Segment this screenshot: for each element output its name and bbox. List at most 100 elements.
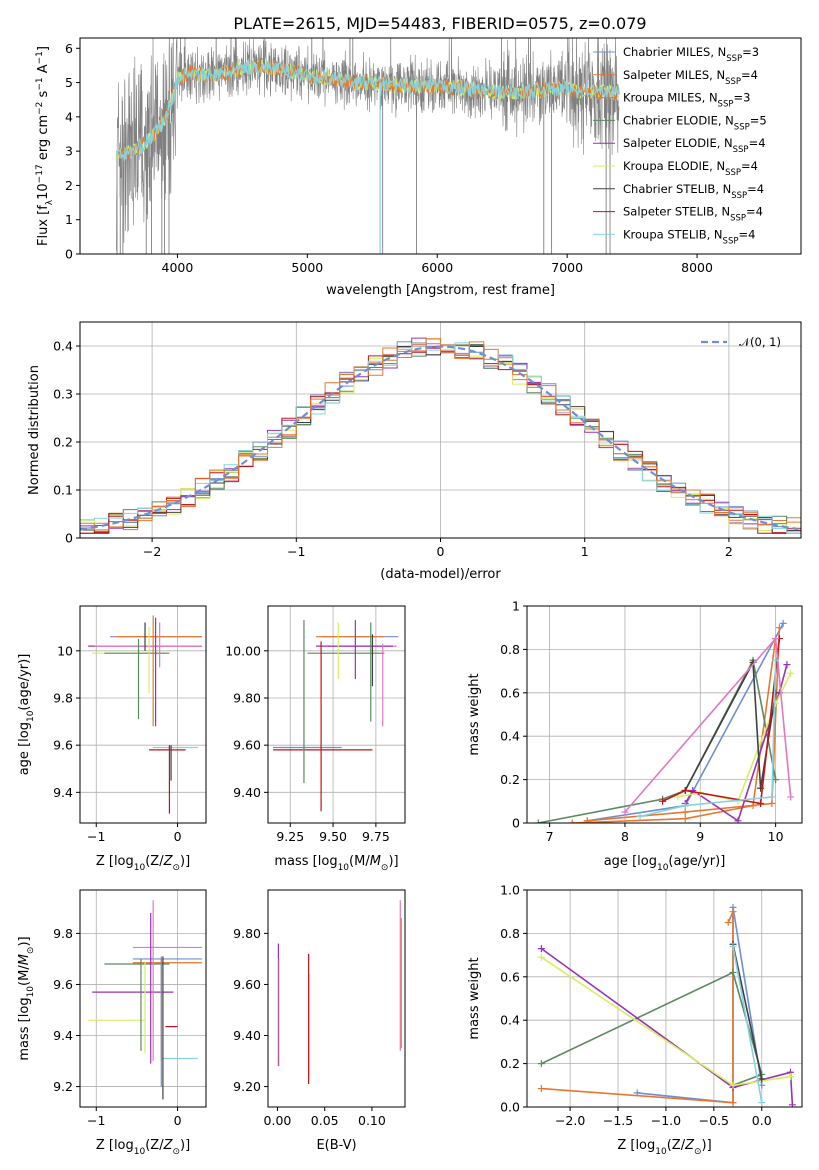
mass-weight-marker — [787, 669, 795, 677]
axes-frame — [267, 605, 406, 824]
plot-area — [534, 619, 795, 823]
label-part: log — [17, 997, 32, 1017]
label-sub: ⊙ — [172, 863, 180, 873]
y-axis-label: age [log10(age/yr)] — [17, 654, 36, 776]
y-tick-label: 9.60 — [233, 977, 261, 992]
mass-weight-marker — [729, 908, 737, 916]
y-tick-label: 10 — [57, 643, 73, 658]
label-sub: 10 — [338, 863, 350, 873]
label-part: Z [ — [96, 1138, 114, 1153]
mass-weight-series-line — [639, 660, 777, 818]
label-part: ] — [36, 46, 51, 51]
label-part: Z — [163, 1138, 174, 1153]
x-axis-label: age [log10(age/yr)] — [604, 854, 726, 873]
label-sub: 10 — [657, 863, 669, 873]
x-tick-label: 0 — [174, 829, 182, 844]
axes-decoration: −2.0 −1.5 −1.0 −0.5 0.0 0.0 0.2 0.4 0.6 0.8 1.0 Z [… — [467, 883, 803, 1157]
legend-label: 𝒩(0, 1) — [739, 335, 781, 349]
mass-weight-series-line — [538, 657, 777, 823]
mass-weight-marker — [537, 953, 545, 961]
legend-text: Chabrier STELIB, N — [623, 182, 731, 196]
label-part: (Z/ — [145, 1138, 164, 1153]
label-part: age [ — [17, 742, 32, 775]
y-tick-label: 0.6 — [500, 685, 520, 700]
mass-weight-marker — [768, 793, 776, 801]
legend-sub: SSP — [730, 214, 746, 224]
y-tick-label: 0.2 — [53, 435, 73, 450]
normal-pdf-curve — [80, 345, 799, 531]
label-part: Normed distribution — [27, 365, 42, 495]
y-tick-label: 9.8 — [53, 690, 73, 705]
x-tick-label: 9.50 — [319, 829, 347, 844]
legend-tail: =4 — [741, 68, 758, 82]
label-sub: 10 — [655, 1147, 667, 1157]
x-axis-label: mass [log10(M/M⊙)] — [274, 854, 398, 873]
x-axis-label: Z [log10(Z/Z⊙)] — [617, 1138, 711, 1157]
x-tick-label: −1.0 — [651, 1113, 681, 1128]
y-tick-label: 9.20 — [233, 1079, 261, 1094]
mass-weight-marker — [788, 1101, 796, 1107]
plot-area — [115, 38, 620, 254]
legend-sub: SSP — [725, 77, 741, 87]
axes-decoration: 4000 5000 6000 7000 8000 0 1 2 3 4 5 6 Chabrier MILE… — [35, 37, 802, 298]
axes-frame — [526, 605, 803, 824]
label-part: age [ — [604, 854, 637, 869]
label-part: mass weight — [467, 957, 482, 1039]
y-tick-label: 9.6 — [53, 738, 73, 753]
legend-label: Chabrier ELODIE, NSSP=5 — [623, 113, 767, 132]
y-tick-label: 1 — [65, 212, 73, 227]
y-axis-label: mass [log10(M/M⊙)] — [17, 936, 36, 1060]
mass-vs-z-axes: −1 09.29.49.69.8Z [log10(Z/Z⊙)]mass [log1… — [17, 889, 207, 1157]
y-tick-label: 0.4 — [500, 729, 520, 744]
y-tick-label: 0.4 — [53, 339, 73, 354]
label-part: Flux [ — [36, 210, 51, 246]
mass-weight-marker — [772, 656, 780, 664]
legend-sub: SSP — [734, 122, 750, 132]
y-tick-label: 0.6 — [500, 969, 520, 984]
mass-weight-marker — [583, 817, 591, 823]
label-part: log — [637, 854, 657, 869]
label-part: (Z/ — [145, 854, 164, 869]
y-tick-label: 0 — [65, 247, 73, 262]
mass-weight-marker — [681, 802, 689, 810]
mass-weight-marker — [659, 797, 667, 805]
x-tick-label: −1 — [287, 544, 305, 559]
label-sup: −17 — [35, 164, 45, 183]
mass-weight-marker — [729, 1099, 737, 1107]
x-tick-label: 8 — [621, 829, 629, 844]
label-sub: ⊙ — [26, 947, 36, 955]
axes-frame — [79, 37, 802, 255]
mass-weight-marker — [787, 1073, 795, 1081]
label-part: mass [ — [274, 854, 317, 869]
label-part: erg cm — [36, 115, 51, 164]
x-tick-label: 9.75 — [362, 829, 390, 844]
y-tick-label: 4 — [65, 109, 73, 124]
label-sub: 10 — [134, 1147, 146, 1157]
mass-weight-marker — [537, 1085, 545, 1093]
legend-tail: =4 — [749, 136, 766, 150]
legend-label: Kroupa MILES, NSSP=3 — [623, 91, 750, 110]
label-part: wavelength [Angstrom, rest frame] — [326, 283, 555, 298]
label-part: (Z/ — [667, 1138, 686, 1153]
label-sub: ⊙ — [172, 1147, 180, 1157]
y-tick-label: 6 — [65, 41, 73, 56]
legend-tail: =4 — [746, 205, 763, 219]
legend-text: Salpeter MILES, N — [623, 68, 725, 82]
y-tick-label: 9.4 — [53, 785, 73, 800]
label-part: Z [ — [617, 1138, 635, 1153]
mass-weight-marker — [681, 786, 689, 794]
label-part: 10 — [36, 183, 51, 200]
legend-sub: SSP — [733, 145, 749, 155]
y-tick-label: 0 — [512, 816, 520, 831]
label-part: (age/yr)] — [668, 854, 725, 869]
x-tick-label: −1 — [87, 829, 105, 844]
label-part: log — [114, 1138, 134, 1153]
figure-title: PLATE=2615, MJD=54483, FIBERID=0575, z=0… — [233, 14, 646, 33]
label-part: E(B-V) — [316, 1138, 356, 1153]
mass-weight-marker — [783, 661, 791, 669]
legend-label: Chabrier MILES, NSSP=3 — [623, 45, 759, 64]
legend-label: Kroupa ELODIE, NSSP=4 — [623, 159, 758, 178]
label-sub: ⊙ — [694, 1147, 702, 1157]
